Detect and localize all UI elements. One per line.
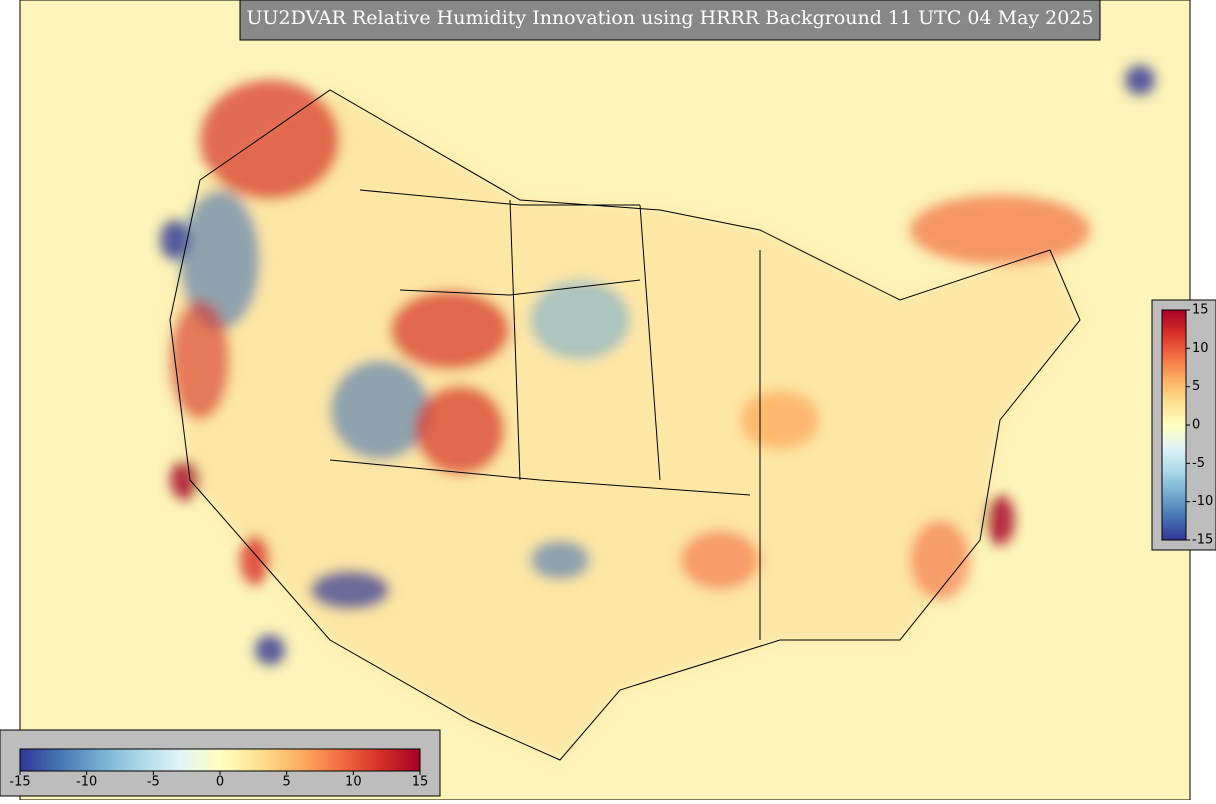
tick-label: -10 xyxy=(76,775,97,790)
title: UU2DVAR Relative Humidity Innovation usi… xyxy=(246,7,1093,29)
tick-label: 5 xyxy=(1192,379,1200,394)
colorbar-vertical xyxy=(1161,309,1187,541)
tick-label: 0 xyxy=(1192,418,1200,433)
tick-label: 5 xyxy=(283,775,291,790)
tick-label: -5 xyxy=(1192,456,1205,471)
boundaries xyxy=(169,89,1081,761)
tick-label: -10 xyxy=(1192,494,1213,509)
tick-label: 0 xyxy=(216,775,224,790)
tick-label: -15 xyxy=(1192,533,1213,548)
colorbar-horizontal xyxy=(19,748,421,772)
title-box xyxy=(239,0,1101,41)
innovation-field xyxy=(160,65,1155,760)
tick-label: 15 xyxy=(1192,303,1209,318)
tick-label: 10 xyxy=(1192,341,1209,356)
tick-label: 10 xyxy=(345,775,362,790)
tick-label: 15 xyxy=(412,775,429,790)
tick-label: -15 xyxy=(9,775,30,790)
tick-label: -5 xyxy=(147,775,160,790)
